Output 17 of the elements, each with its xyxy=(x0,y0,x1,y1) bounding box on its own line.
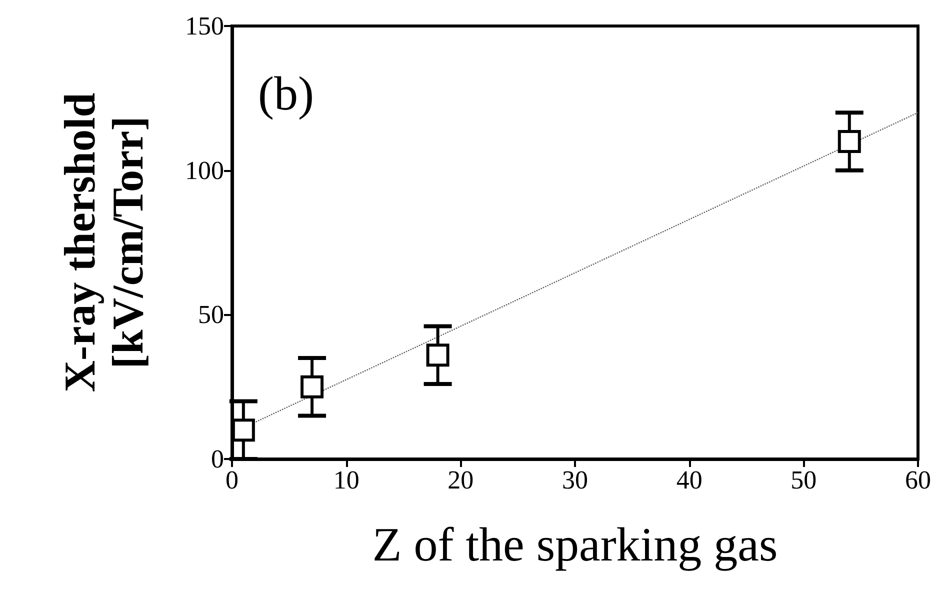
y-tick-label: 100 xyxy=(185,156,224,185)
x-tick-label: 40 xyxy=(676,466,702,494)
x-axis-title: Z of the sparking gas xyxy=(372,518,778,572)
x-tick-label: 60 xyxy=(905,466,931,494)
annotation: (b) xyxy=(258,68,314,120)
y-tick-label: 0 xyxy=(211,444,224,474)
point xyxy=(232,418,255,442)
point xyxy=(426,344,450,367)
y-tick-label: 150 xyxy=(185,12,224,40)
x-tick-label: 50 xyxy=(790,466,817,494)
x-tick-label: 10 xyxy=(333,466,360,494)
x-tick-label: 30 xyxy=(562,466,588,494)
y-tick-label: 50 xyxy=(198,300,224,330)
y-axis-title: X-ray thershold [kV/cm/Torr] xyxy=(56,92,152,392)
x-tick-label: 20 xyxy=(448,466,474,494)
point xyxy=(300,375,324,398)
point xyxy=(838,130,861,153)
